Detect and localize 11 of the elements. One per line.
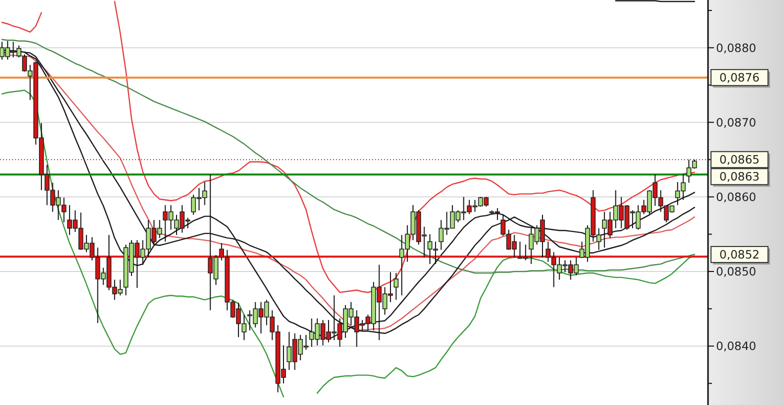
- ref-line-label: 0,0865: [719, 152, 760, 167]
- candlestick: [394, 272, 399, 300]
- y-tick-label: 0,0870: [716, 115, 756, 130]
- y-tick-label: 0,0850: [716, 264, 756, 279]
- ref-line-label: 0,0863: [719, 170, 760, 184]
- line-series: [1, 38, 696, 274]
- y-tick-label: 0,0840: [716, 339, 756, 354]
- y-tick-label: 0,0880: [716, 40, 756, 55]
- y-tick-label: 0,0860: [716, 190, 756, 204]
- ref-line-label: 0,0852: [719, 248, 760, 262]
- ref-line-label: 0,0876: [719, 70, 760, 85]
